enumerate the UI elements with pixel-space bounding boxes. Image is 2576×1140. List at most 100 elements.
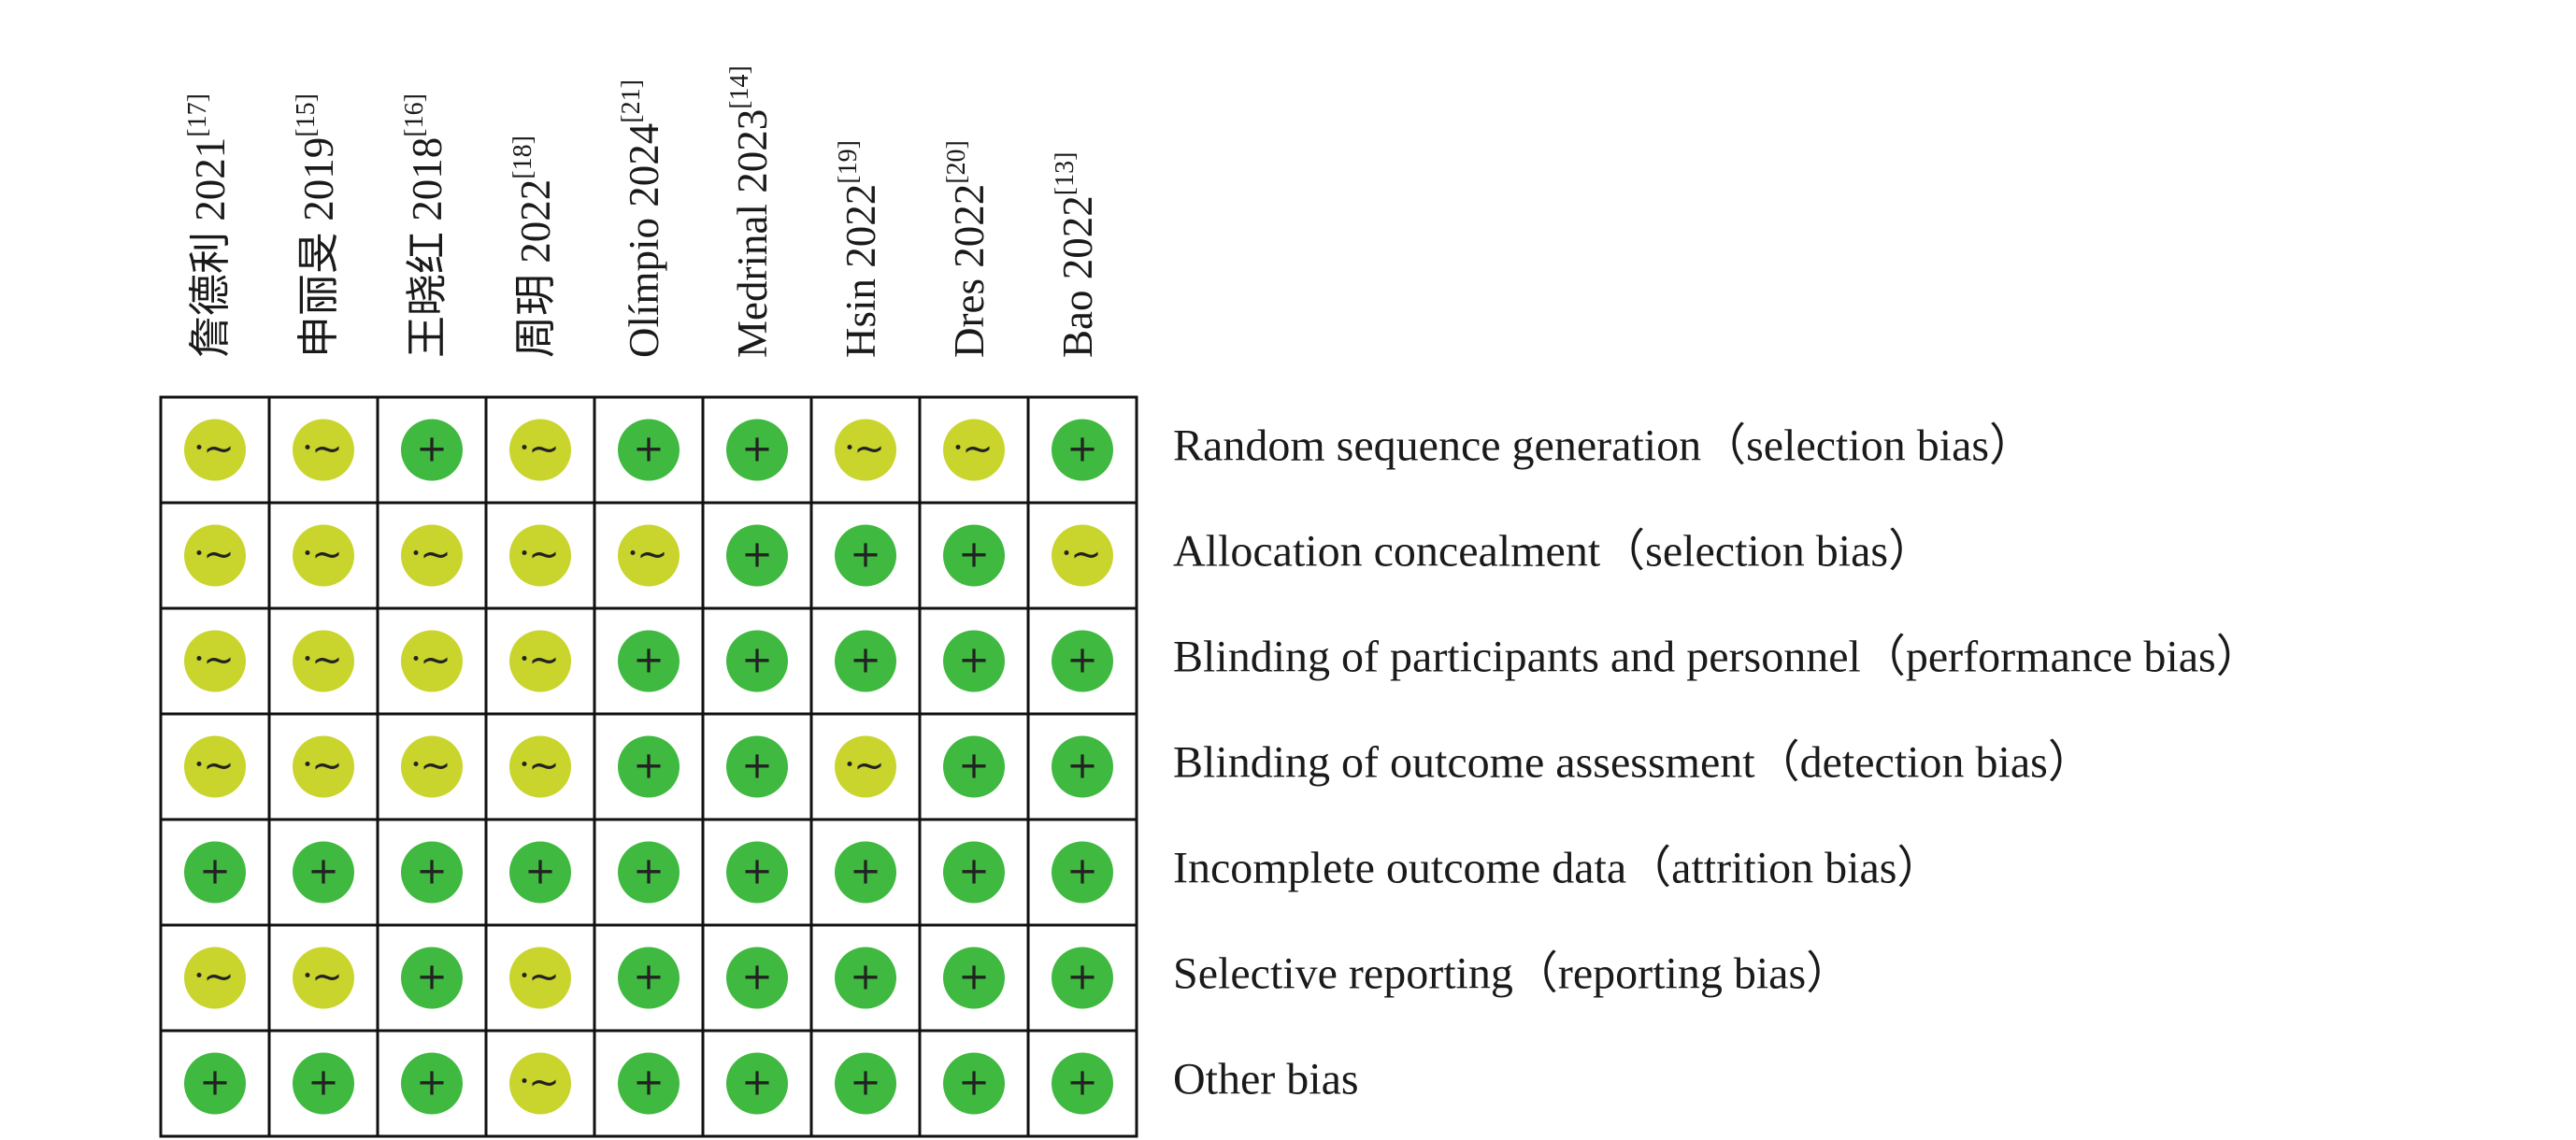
judgment-circle [184, 419, 246, 481]
judgment-dot [413, 762, 419, 766]
judgment-symbol: + [958, 956, 990, 999]
judgment-circle [401, 841, 463, 904]
judgment-circle [943, 630, 1005, 692]
judgment-symbol: ~ [311, 534, 343, 577]
judgment-symbol: + [850, 1062, 881, 1104]
judgment-dot [196, 550, 202, 555]
judgment-dot [196, 762, 202, 766]
judgment-circle [835, 630, 896, 692]
judgment-symbol: ~ [528, 639, 560, 682]
judgment-symbol: ~ [853, 428, 885, 471]
judgment-symbol: + [1066, 428, 1098, 471]
judgment-circle [943, 524, 1005, 587]
judgment-symbol: ~ [853, 745, 885, 788]
judgment-symbol: + [524, 850, 556, 893]
judgment-symbol: ~ [528, 1062, 560, 1104]
domain-label: Blinding of participants and personnel（p… [1173, 633, 2261, 682]
judgment-circle [509, 947, 571, 1009]
grid-border [159, 395, 1138, 1138]
judgment-symbol: + [958, 639, 990, 682]
judgment-circle [618, 841, 680, 904]
judgment-circle [184, 947, 246, 1009]
judgment-dot [305, 656, 310, 661]
judgment-symbol: + [633, 745, 665, 788]
study-ref: [19] [834, 140, 863, 184]
study-ref: [20] [942, 140, 971, 184]
judgment-symbol: ~ [528, 534, 560, 577]
judgment-circle [184, 735, 246, 798]
judgment-symbol: + [1066, 639, 1098, 682]
judgment-circle [293, 630, 354, 692]
judgment-dot [305, 973, 310, 977]
judgment-dot [305, 445, 310, 449]
domain-label: Selective reporting（reporting bias） [1173, 949, 1851, 999]
judgment-symbol: + [308, 850, 339, 893]
study-label: 王晓红 2018[16] [400, 93, 451, 358]
judgment-circle [618, 419, 680, 481]
judgment-circle [1052, 735, 1113, 798]
study-name: 周玥 2022 [512, 179, 559, 358]
study-name: 詹德利 2021 [187, 137, 234, 358]
judgment-circle [509, 1052, 571, 1115]
judgment-symbol: + [850, 956, 881, 999]
judgment-symbol: + [741, 1062, 773, 1104]
judgment-circle [835, 947, 896, 1009]
study-name: Medrinal 2023 [729, 109, 776, 358]
judgment-dot [522, 762, 527, 766]
judgment-symbol: ~ [311, 428, 343, 471]
judgment-symbol: + [633, 850, 665, 893]
judgment-symbol: + [741, 639, 773, 682]
judgment-symbol: ~ [203, 534, 235, 577]
judgment-circle [509, 735, 571, 798]
judgment-circle [1052, 524, 1113, 587]
judgment-circle [1052, 1052, 1113, 1115]
judgment-circle [726, 524, 788, 587]
study-ref: [18] [508, 135, 537, 179]
judgment-dot [522, 445, 527, 449]
study-name: Bao 2022 [1054, 195, 1101, 358]
judgment-symbol: ~ [420, 639, 451, 682]
judgment-circle [726, 735, 788, 798]
judgment-circle [509, 630, 571, 692]
judgment-circle [509, 524, 571, 587]
judgment-dot [522, 550, 527, 555]
study-label: Dres 2022[20] [942, 140, 993, 358]
domain-label: Incomplete outcome data（attrition bias） [1173, 844, 1941, 893]
study-label: Medrinal 2023[14] [725, 65, 776, 358]
judgment-circle [293, 1052, 354, 1115]
judgment-circle [726, 419, 788, 481]
judgment-circle [1052, 947, 1113, 1009]
judgment-circle [1052, 841, 1113, 904]
judgment-circle [293, 419, 354, 481]
judgment-symbol: ~ [311, 639, 343, 682]
study-ref: [16] [400, 93, 429, 137]
judgment-circle [293, 735, 354, 798]
judgment-symbol: + [850, 534, 881, 577]
judgment-symbol: + [416, 1062, 448, 1104]
judgment-symbol: + [1066, 1062, 1098, 1104]
judgment-symbol: + [958, 1062, 990, 1104]
study-label: Hsin 2022[19] [834, 140, 884, 358]
judgment-symbol: + [633, 639, 665, 682]
judgment-dot [522, 973, 527, 977]
judgment-symbol: + [199, 1062, 231, 1104]
judgment-symbol: + [1066, 850, 1098, 893]
judgment-symbol: ~ [311, 956, 343, 999]
judgment-dot [522, 1078, 527, 1083]
domain-label: Allocation concealment（selection bias） [1173, 527, 1933, 577]
judgment-symbol: + [633, 428, 665, 471]
study-ref: [15] [292, 93, 321, 137]
judgment-symbol: + [416, 850, 448, 893]
judgment-symbol: ~ [203, 956, 235, 999]
study-name: Olímpio 2024 [621, 123, 667, 358]
study-name: Dres 2022 [946, 184, 993, 358]
judgment-dot [1064, 550, 1069, 555]
judgment-circle [835, 735, 896, 798]
judgment-circle [401, 735, 463, 798]
study-name: 王晓红 2018 [404, 137, 451, 358]
judgment-symbol: ~ [528, 956, 560, 999]
judgment-symbol: ~ [1070, 534, 1102, 577]
judgment-symbol: + [958, 534, 990, 577]
judgment-circle [293, 841, 354, 904]
